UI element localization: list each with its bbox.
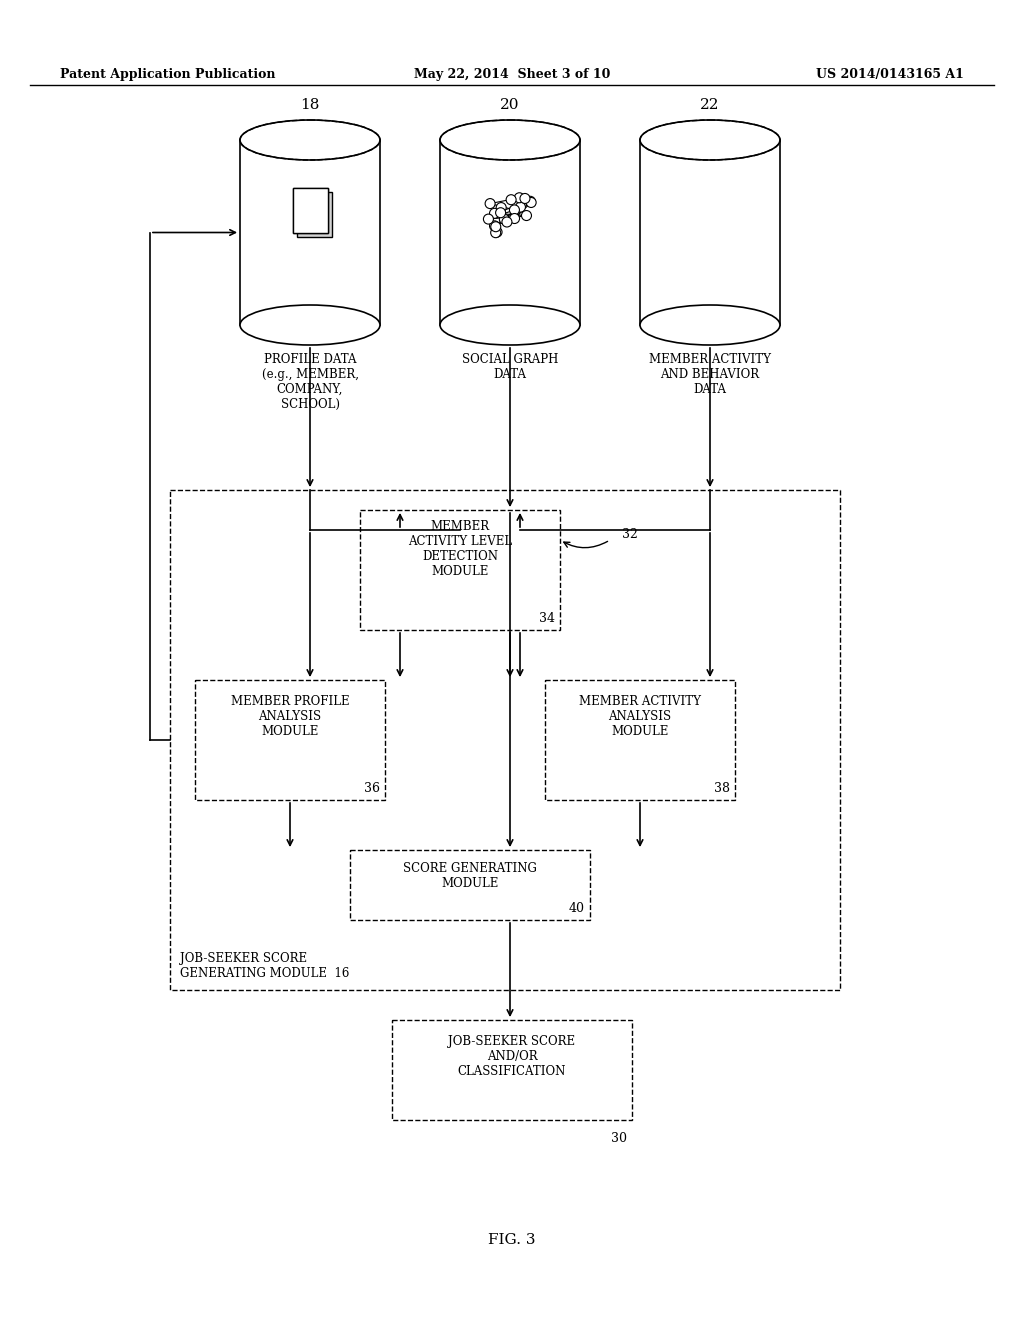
Circle shape	[496, 207, 506, 218]
FancyBboxPatch shape	[293, 187, 328, 232]
Circle shape	[502, 216, 512, 227]
Text: US 2014/0143165 A1: US 2014/0143165 A1	[816, 69, 964, 81]
FancyBboxPatch shape	[297, 191, 332, 236]
Text: SOCIAL GRAPH
DATA: SOCIAL GRAPH DATA	[462, 352, 558, 381]
FancyBboxPatch shape	[360, 510, 560, 630]
Text: 22: 22	[700, 98, 720, 112]
Text: JOB-SEEKER SCORE
GENERATING MODULE  16: JOB-SEEKER SCORE GENERATING MODULE 16	[180, 952, 349, 979]
Ellipse shape	[240, 120, 380, 160]
FancyBboxPatch shape	[392, 1020, 632, 1119]
Text: 34: 34	[539, 612, 555, 624]
Circle shape	[515, 202, 525, 213]
FancyBboxPatch shape	[640, 140, 780, 325]
Text: 32: 32	[622, 528, 638, 541]
Ellipse shape	[440, 120, 580, 160]
Circle shape	[510, 214, 519, 223]
Ellipse shape	[440, 305, 580, 345]
Circle shape	[520, 194, 530, 203]
Text: MEMBER ACTIVITY
ANALYSIS
MODULE: MEMBER ACTIVITY ANALYSIS MODULE	[579, 696, 701, 738]
Ellipse shape	[640, 120, 780, 160]
Circle shape	[514, 193, 524, 203]
FancyBboxPatch shape	[440, 140, 580, 325]
Text: 40: 40	[569, 902, 585, 915]
Text: MEMBER ACTIVITY
AND BEHAVIOR
DATA: MEMBER ACTIVITY AND BEHAVIOR DATA	[649, 352, 771, 396]
FancyBboxPatch shape	[293, 187, 328, 232]
Circle shape	[526, 198, 537, 207]
Text: FIG. 3: FIG. 3	[488, 1233, 536, 1247]
Ellipse shape	[640, 305, 780, 345]
Text: 36: 36	[364, 781, 380, 795]
Text: 38: 38	[714, 781, 730, 795]
Circle shape	[497, 202, 506, 213]
Circle shape	[490, 227, 501, 238]
Text: MEMBER PROFILE
ANALYSIS
MODULE: MEMBER PROFILE ANALYSIS MODULE	[230, 696, 349, 738]
Text: JOB-SEEKER SCORE
AND/OR
CLASSIFICATION: JOB-SEEKER SCORE AND/OR CLASSIFICATION	[449, 1035, 575, 1078]
Text: 18: 18	[300, 98, 319, 112]
Text: 20: 20	[501, 98, 520, 112]
FancyBboxPatch shape	[240, 140, 380, 325]
FancyBboxPatch shape	[350, 850, 590, 920]
Circle shape	[483, 214, 494, 224]
Ellipse shape	[240, 305, 380, 345]
Text: PROFILE DATA
(e.g., MEMBER,
COMPANY,
SCHOOL): PROFILE DATA (e.g., MEMBER, COMPANY, SCH…	[261, 352, 358, 411]
Circle shape	[521, 211, 531, 220]
Circle shape	[485, 198, 496, 209]
Circle shape	[506, 195, 516, 205]
Text: 30: 30	[611, 1133, 627, 1144]
Text: May 22, 2014  Sheet 3 of 10: May 22, 2014 Sheet 3 of 10	[414, 69, 610, 81]
Text: SCORE GENERATING
MODULE: SCORE GENERATING MODULE	[403, 862, 537, 890]
Text: MEMBER
ACTIVITY LEVEL
DETECTION
MODULE: MEMBER ACTIVITY LEVEL DETECTION MODULE	[408, 520, 512, 578]
Circle shape	[490, 222, 501, 232]
Circle shape	[509, 205, 519, 215]
Circle shape	[493, 227, 502, 238]
FancyBboxPatch shape	[195, 680, 385, 800]
Text: Patent Application Publication: Patent Application Publication	[60, 69, 275, 81]
FancyBboxPatch shape	[545, 680, 735, 800]
Circle shape	[489, 220, 500, 231]
FancyBboxPatch shape	[170, 490, 840, 990]
Circle shape	[500, 214, 509, 224]
Circle shape	[489, 209, 500, 218]
Circle shape	[525, 197, 536, 206]
